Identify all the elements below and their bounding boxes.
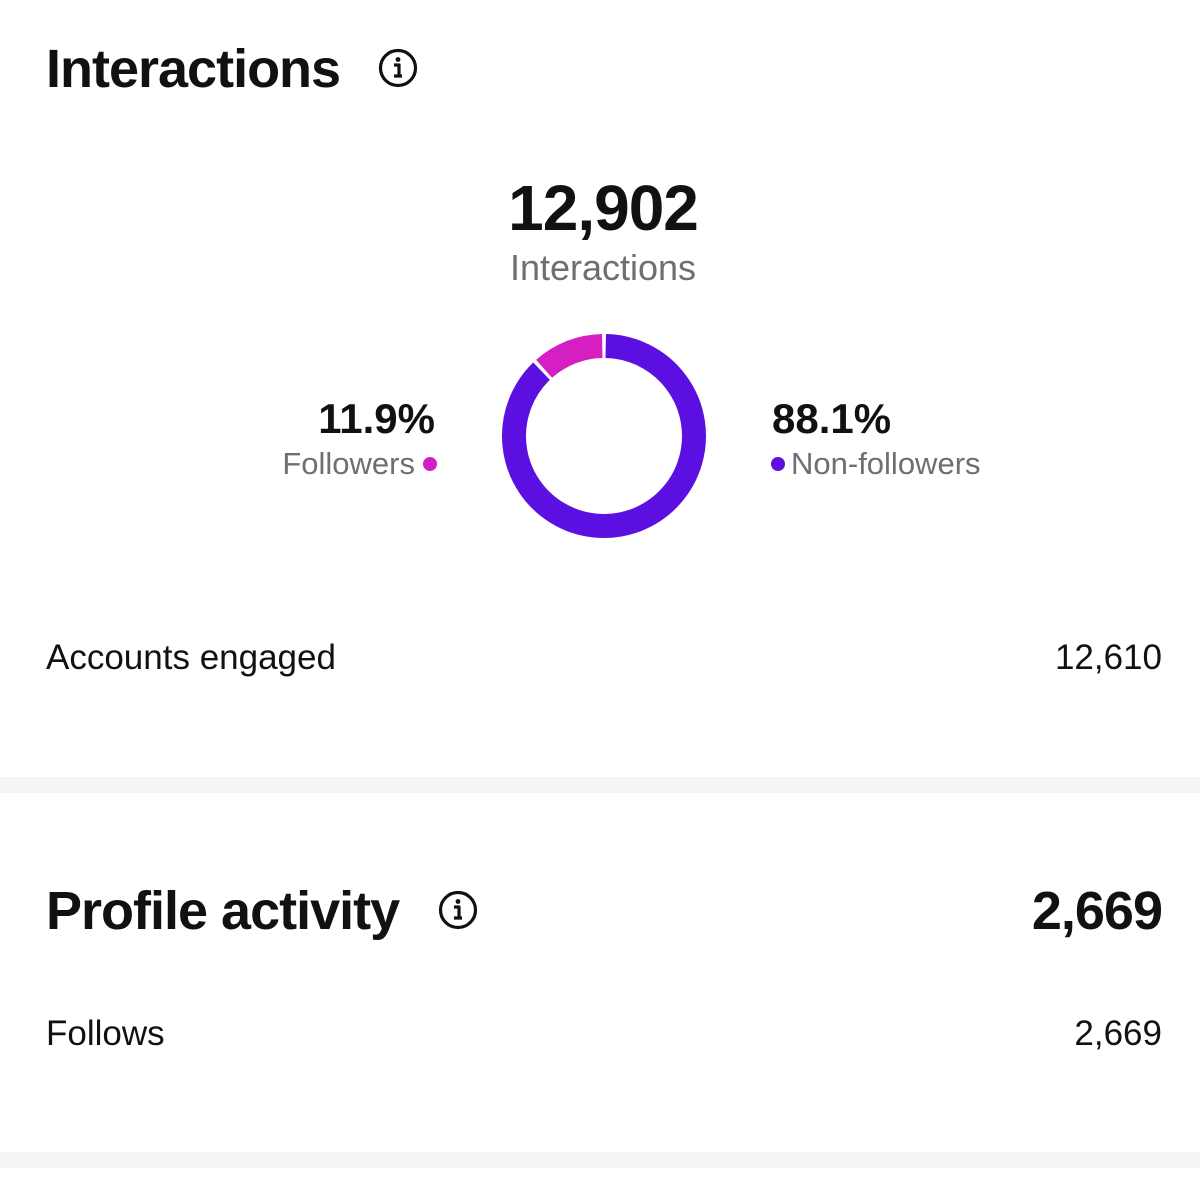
followers-segment [536, 334, 603, 379]
non-followers-label: Non-followers [791, 446, 981, 481]
non-followers-legend: Non-followers [771, 448, 981, 479]
follows-value: 2,669 [1074, 1014, 1162, 1053]
non-followers-segment [502, 334, 706, 538]
non-followers-percent: 88.1% [772, 395, 892, 442]
section-divider-bottom [0, 1152, 1200, 1168]
section-divider [0, 777, 1200, 793]
interactions-total-label: Interactions [509, 247, 697, 288]
profile-activity-total-value: 2,669 [1031, 881, 1163, 941]
info-icon [378, 48, 418, 88]
accounts-engaged-label: Accounts engaged [46, 638, 336, 677]
followers-label: Followers [282, 446, 415, 481]
non-followers-dot [771, 456, 785, 471]
followers-legend: Followers [282, 448, 437, 479]
accounts-engaged-value: 12,610 [1054, 638, 1162, 677]
interactions-title: Interactions [46, 39, 341, 99]
follows-label: Follows [46, 1014, 165, 1053]
interactions-donut-chart [502, 334, 706, 538]
interactions-info-button[interactable] [378, 48, 418, 93]
followers-dot [423, 456, 437, 471]
profile-activity-title: Profile activity [46, 881, 400, 941]
info-icon [438, 890, 478, 930]
profile-activity-info-button[interactable] [438, 890, 478, 935]
interactions-total-value: 12,902 [508, 172, 699, 244]
followers-percent: 11.9% [318, 395, 435, 442]
